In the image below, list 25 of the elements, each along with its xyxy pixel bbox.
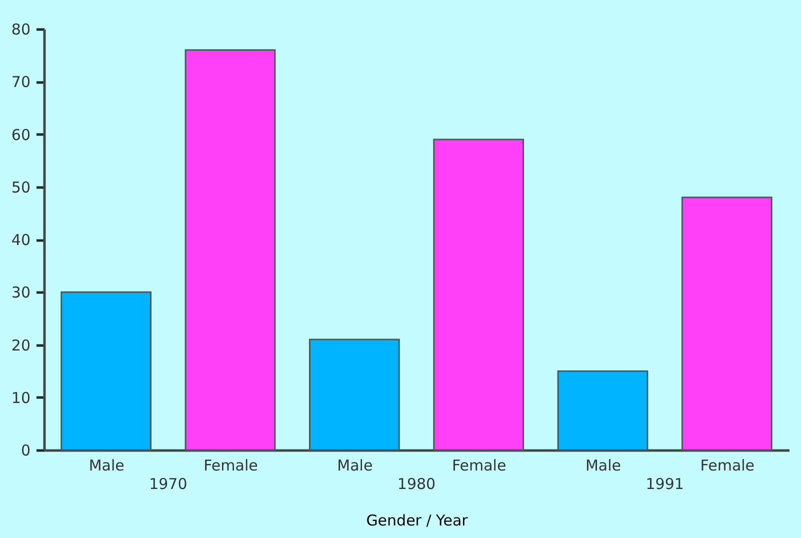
x-tick-label: Male [337,456,373,474]
x-tick-label: Female [700,456,755,474]
bar [681,196,772,451]
y-tick-label: 10 [11,388,30,407]
x-tick-label: Female [452,456,506,474]
y-tick-label: 30 [11,284,30,302]
y-tick-label: 50 [11,178,30,196]
bar [433,138,524,451]
x-tick-label: Male [585,456,622,474]
y-tick-label: 70 [11,73,30,92]
bar [308,338,400,451]
x-tick-label: Female [204,456,258,474]
y-tick-label: 20 [11,336,30,354]
bar [60,291,152,451]
y-tick-label: 0 [20,442,30,460]
text: 1970 [149,475,188,493]
y-tick-label: 80 [11,20,30,38]
y-tick-label: 60 [11,126,30,144]
bar [557,370,648,451]
y-tick-label: 40 [11,231,30,249]
text: 1991 [646,475,684,493]
text: 1980 [397,475,436,493]
x-tick-label: Male [88,456,124,474]
bar [184,49,276,451]
x-axis-title: Gender / Year [366,512,469,530]
